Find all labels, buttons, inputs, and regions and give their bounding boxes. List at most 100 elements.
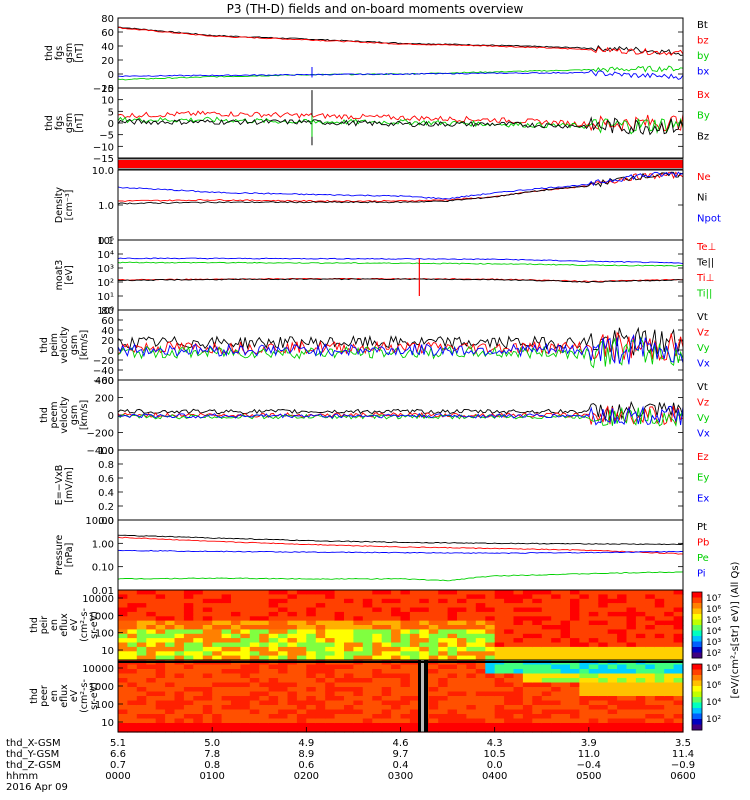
heatmap-cell: [391, 691, 402, 697]
heatmap-cell: [579, 691, 590, 697]
heatmap-cell: [494, 723, 505, 729]
heatmap-cell: [127, 590, 138, 595]
heatmap-cell: [296, 625, 307, 630]
heatmap-cell: [673, 651, 684, 657]
heatmap-cell: [193, 696, 204, 702]
heatmap-cell: [664, 673, 675, 679]
heatmap-cell: [212, 598, 223, 604]
heatmap-cell: [475, 669, 486, 675]
heatmap-cell: [457, 590, 467, 595]
heatmap-cell: [645, 678, 656, 684]
heatmap-cell: [221, 594, 232, 600]
heatmap-cell: [165, 629, 176, 635]
heatmap-cell: [570, 633, 580, 639]
heatmap-cell: [362, 664, 373, 670]
heatmap-cell: [240, 638, 251, 644]
heatmap-cell: [664, 629, 675, 635]
xaxis-value-2-6: −0.9: [671, 760, 695, 771]
heatmap-cell: [466, 705, 477, 711]
heatmap-cell: [249, 603, 260, 609]
heatmap-cell: [372, 651, 383, 657]
heatmap-cell: [174, 616, 185, 622]
heatmap-cell: [165, 682, 176, 688]
heatmap-cell: [598, 723, 609, 729]
heatmap-cell: [654, 638, 665, 644]
heatmap-cell: [136, 607, 147, 613]
heatmap-cell: [259, 611, 270, 617]
heatmap-cell: [278, 696, 289, 702]
heatmap-cell: [457, 607, 467, 613]
heatmap-cell: [296, 673, 307, 679]
heatmap-cell: [419, 611, 430, 617]
heatmap-cell: [541, 718, 552, 724]
heatmap-cell: [494, 607, 505, 613]
heatmap-cell: [287, 669, 298, 675]
heatmap-cell: [202, 642, 213, 648]
heatmap-cell: [494, 718, 505, 724]
heatmap-cell: [259, 594, 270, 600]
heatmap-cell: [522, 727, 533, 733]
heatmap-cell: [372, 691, 383, 697]
heatmap-cell: [296, 633, 307, 639]
heatmap-cell: [457, 669, 467, 675]
heatmap-cell: [400, 673, 411, 679]
heatmap-cell: [645, 616, 656, 622]
heatmap-cell: [494, 709, 505, 715]
legend-0-1: bz: [697, 36, 709, 47]
heatmap-cell: [635, 700, 646, 706]
heatmap-cell: [146, 678, 157, 684]
heatmap-cell: [193, 603, 204, 609]
heatmap-cell: [287, 705, 298, 711]
legend-6-2: Ex: [697, 493, 709, 504]
heatmap-cell: [278, 714, 289, 720]
heatmap-cell: [325, 673, 336, 679]
heatmap-cell: [419, 603, 430, 609]
heatmap-cell: [428, 629, 439, 635]
heatmap-cell: [570, 678, 580, 684]
heatmap-cell: [409, 723, 420, 729]
heatmap-cell: [325, 590, 336, 595]
heatmap-cell: [278, 611, 289, 617]
heatmap-cell: [551, 669, 562, 675]
xaxis-value-0-6: 3.5: [675, 738, 691, 749]
heatmap-cell: [607, 638, 618, 644]
heatmap-cell: [635, 625, 646, 630]
heatmap-cell: [278, 709, 289, 715]
xaxis-value-2-4: 0.0: [487, 760, 503, 771]
heatmap-cell: [334, 629, 345, 635]
heatmap-cell: [362, 673, 373, 679]
heatmap-cell: [344, 687, 354, 693]
heatmap-cell: [221, 727, 232, 733]
heatmap-cell: [428, 714, 439, 720]
heatmap-cell: [146, 696, 157, 702]
heatmap-cell: [664, 709, 675, 715]
heatmap-cell: [287, 590, 298, 595]
heatmap-cell: [635, 633, 646, 639]
heatmap-cell: [560, 682, 571, 688]
heatmap-cell: [645, 718, 656, 724]
heatmap-cell: [353, 723, 364, 729]
heatmap-cell: [664, 616, 675, 622]
heatmap-cell: [579, 727, 590, 733]
heatmap-cell: [127, 638, 138, 644]
ytick-label-5-3: −200: [87, 429, 114, 440]
heatmap-cell: [560, 700, 571, 706]
series-line-0-1: [118, 27, 684, 56]
heatmap-cell: [428, 691, 439, 697]
heatmap-cell: [570, 590, 580, 595]
heatmap-cell: [494, 664, 505, 670]
heatmap-cell: [485, 696, 496, 702]
heatmap-cell: [353, 678, 364, 684]
heatmap-cell: [296, 651, 307, 657]
heatmap-cell: [268, 709, 279, 715]
heatmap-cell: [249, 723, 260, 729]
heatmap-cell: [607, 607, 618, 613]
ylabel-5-4: [km/s]: [79, 400, 90, 430]
heatmap-cell: [231, 669, 241, 675]
heatmap-cell: [541, 638, 552, 644]
heatmap-cell: [513, 723, 524, 729]
ylabel-8-6: sr-eV): [89, 611, 100, 639]
heatmap-cell: [315, 646, 326, 652]
heatmap-cell: [127, 669, 138, 675]
heatmap-cell: [541, 682, 552, 688]
